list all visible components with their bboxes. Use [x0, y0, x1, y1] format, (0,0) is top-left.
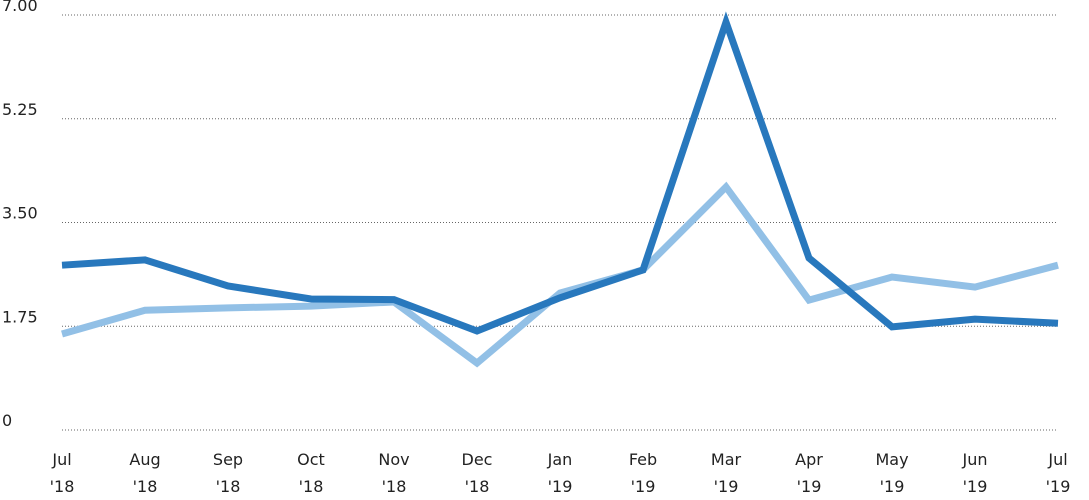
- x-tick-label: Sep '18: [212, 450, 244, 496]
- x-tick-label: Feb '19: [628, 450, 658, 496]
- x-tick-label: May '19: [875, 450, 909, 496]
- x-tick-label: Jun '19: [962, 450, 988, 496]
- y-tick-label: 5.25: [2, 100, 38, 119]
- line-series: [61, 181, 1059, 368]
- x-tick-label: Jul '18: [49, 450, 75, 496]
- x-tick-label: Apr '19: [795, 450, 823, 496]
- y-tick-label: 7.00: [2, 0, 38, 15]
- x-tick-label: Nov '18: [378, 450, 410, 496]
- x-tick-label: Dec '18: [461, 450, 493, 496]
- x-tick-label: Oct '18: [297, 450, 325, 496]
- line-series: [61, 11, 1059, 335]
- y-tick-label: 0: [2, 411, 12, 430]
- y-tick-label: 3.50: [2, 204, 38, 223]
- x-tick-label: Mar '19: [710, 450, 742, 496]
- x-tick-label: Jan '19: [547, 450, 573, 496]
- y-tick-label: 1.75: [2, 307, 38, 326]
- x-tick-label: Aug '18: [129, 450, 161, 496]
- x-tick-label: Jul '19: [1045, 450, 1071, 496]
